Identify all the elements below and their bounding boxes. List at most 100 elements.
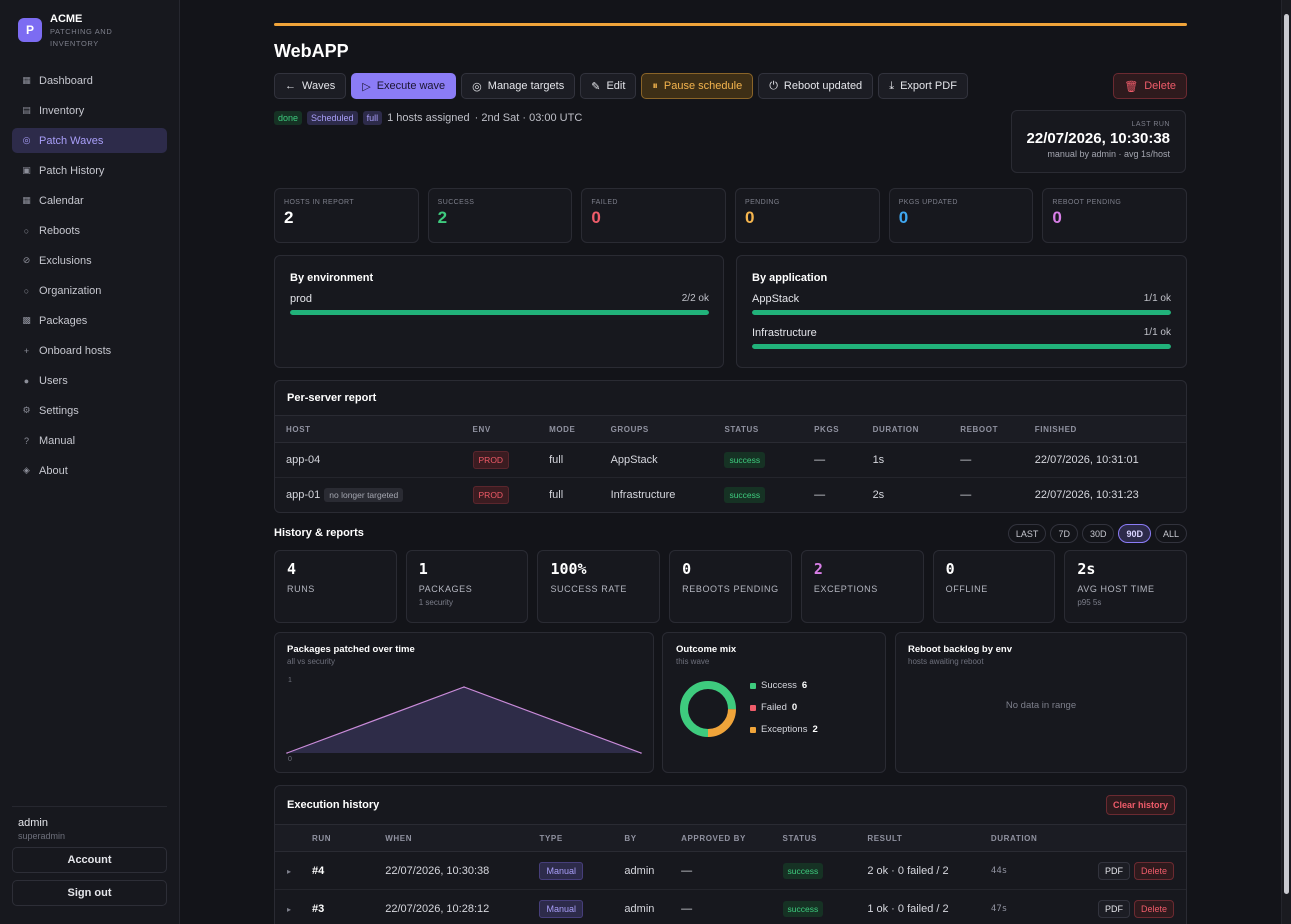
delete-wave-button[interactable]: 🗑 Delete [1113, 73, 1187, 99]
pause-schedule-button[interactable]: ⏸ Pause schedule [641, 73, 754, 99]
stat-value: 0 [745, 208, 755, 227]
export-pdf-button[interactable]: ⤓ Export PDF [878, 73, 968, 99]
execute-wave-button[interactable]: ▷ Execute wave [351, 73, 457, 99]
edit-button[interactable]: ✎ Edit [580, 73, 637, 99]
sidebar-item-manual[interactable]: ? Manual [12, 428, 167, 453]
progress-row-head: AppStack 1/1 ok [752, 293, 1171, 305]
sidebar-item-dashboard[interactable]: ▦ Dashboard [12, 68, 167, 93]
kpi-value: 100% [550, 560, 587, 578]
range-90d-button[interactable]: 90D [1118, 524, 1151, 543]
sidebar-item-calendar[interactable]: ▦ Calendar [12, 188, 167, 213]
sidebar-item-packages[interactable]: ▩ Packages [12, 308, 167, 333]
kpi-sub: p95 5s [1077, 598, 1102, 607]
dashboard-icon: ▦ [22, 75, 31, 85]
sidebar-item-onboard-hosts[interactable]: + Onboard hosts [12, 338, 167, 363]
status-cell: success [724, 477, 815, 512]
run-type-badge: Manual [539, 861, 584, 880]
host-cell: app-04 [275, 442, 473, 478]
gear-icon: ⚙ [22, 405, 31, 415]
delete-run-button[interactable]: Delete [1133, 899, 1174, 918]
data-point [640, 752, 642, 754]
progress-row: AppStack 1/1 ok [752, 293, 1171, 315]
report-column-header: DURATION [872, 415, 961, 443]
run-cell: #4 [311, 851, 386, 890]
kpi-card: 0 REBOOTS PENDING [669, 550, 792, 623]
execution-column-header: TYPE [539, 824, 625, 852]
expand-chevron-icon[interactable]: ▸ [287, 866, 292, 876]
table-row[interactable]: app-01 no longer targeted PROD full Infrastr… [275, 477, 1186, 512]
execution-column-header: RESULT [867, 824, 991, 852]
expand-column-header [275, 824, 312, 852]
sidebar-item-inventory[interactable]: ▤ Inventory [12, 98, 167, 123]
scrollbar-thumb[interactable] [1284, 14, 1289, 894]
back-to-waves-button[interactable]: ← Waves [274, 73, 347, 99]
pdf-button[interactable]: PDF [1097, 861, 1130, 880]
sidebar: P ACME PATCHING AND INVENTORY ▦ Dashboard… [0, 0, 180, 924]
exclusion-icon: ⊘ [22, 255, 31, 265]
report-column-header: REBOOT [960, 415, 1035, 443]
sidebar-item-exclusions[interactable]: ⊘ Exclusions [12, 248, 167, 273]
legend-label: Exceptions [761, 724, 808, 735]
sidebar-item-label: Manual [39, 434, 76, 447]
range-selector: LAST 7D 30D 90D ALL [1007, 524, 1187, 543]
duration-cell: 47s [990, 889, 1098, 924]
brand: P ACME PATCHING AND INVENTORY [18, 13, 120, 50]
sidebar-item-label: Organization [39, 284, 102, 297]
sidebar-item-organization[interactable]: ○ Organization [12, 278, 167, 303]
status-badge: success [782, 862, 824, 879]
env-rows: prod 2/2 ok [290, 293, 709, 315]
table-row[interactable]: ▸ #4 22/07/2026, 10:30:38 Manual admin — succe… [275, 851, 1186, 890]
by-environment-panel: By environment prod 2/2 ok [274, 255, 724, 368]
reboot-cell: — [960, 442, 1035, 478]
stat-card: HOSTS IN REPORT 2 [274, 188, 419, 243]
sign-out-button[interactable]: Sign out [12, 880, 167, 906]
type-badge: Scheduled [307, 111, 358, 125]
finished-cell: 22/07/2026, 10:31:01 [1034, 442, 1186, 478]
legend-value: 2 [812, 724, 818, 735]
run-type-badge: Manual [539, 899, 584, 918]
expand-chevron-icon[interactable]: ▸ [287, 904, 292, 914]
duration-cell: 2s [872, 477, 961, 512]
sidebar-item-label: Patch Waves [39, 134, 104, 147]
delete-button-label: Delete [1144, 80, 1176, 92]
by-cell: admin [624, 851, 682, 890]
sidebar-item-users[interactable]: ● Users [12, 368, 167, 393]
progress-bar-fill [290, 310, 709, 315]
range-last-button[interactable]: LAST [1007, 524, 1047, 543]
sidebar-item-reboots[interactable]: ○ Reboots [12, 218, 167, 243]
pdf-button[interactable]: PDF [1097, 899, 1130, 918]
progress-bar [752, 344, 1171, 349]
sidebar-item-settings[interactable]: ⚙ Settings [12, 398, 167, 423]
app-rows: AppStack 1/1 ok Infrastructure 1/1 ok [752, 293, 1171, 349]
progress-row-head: prod 2/2 ok [290, 293, 709, 305]
question-icon: ? [23, 435, 29, 446]
env-cell: PROD [472, 442, 550, 478]
range-30d-button[interactable]: 30D [1081, 524, 1115, 543]
manage-targets-button[interactable]: ◎ Manage targets [461, 73, 576, 99]
table-row[interactable]: ▸ #3 22/07/2026, 10:28:12 Manual admin — succe… [275, 889, 1186, 924]
actions-column-header [1097, 824, 1186, 852]
brand-logo: P [18, 18, 42, 42]
page-scrollbar[interactable] [1281, 0, 1291, 924]
sidebar-item-label: Patch History [39, 164, 105, 177]
patch-waves-icon: ◎ [22, 135, 31, 145]
delete-run-button[interactable]: Delete [1133, 861, 1174, 880]
clear-history-button[interactable]: Clear history [1105, 795, 1175, 815]
result-cell: 1 ok · 0 failed / 2 [867, 889, 991, 924]
range-all-button[interactable]: ALL [1154, 524, 1187, 543]
kpi-label: SUCCESS RATE [550, 584, 627, 594]
progress-row-ratio: 1/1 ok [1143, 327, 1171, 338]
sidebar-item-patch-history[interactable]: ▣ Patch History [12, 158, 167, 183]
reboot-updated-button[interactable]: ⏻ Reboot updated [758, 73, 874, 99]
sidebar-item-label: Calendar [39, 194, 84, 207]
sidebar-item-about[interactable]: ◈ About [12, 458, 167, 483]
sidebar-item-label: About [39, 464, 68, 477]
users-icon: ● [23, 375, 30, 386]
sidebar-item-patch-waves[interactable]: ◎ Patch Waves [12, 128, 167, 153]
account-button[interactable]: Account [12, 847, 167, 873]
table-row[interactable]: app-04 PROD full AppStack success —1s —22/07/2… [275, 442, 1186, 478]
range-7d-button[interactable]: 7D [1050, 524, 1078, 543]
stat-card: PENDING 0 [735, 188, 880, 243]
sidebar-item-label: Reboots [39, 224, 80, 237]
actions-cell: PDF Delete [1097, 889, 1186, 924]
